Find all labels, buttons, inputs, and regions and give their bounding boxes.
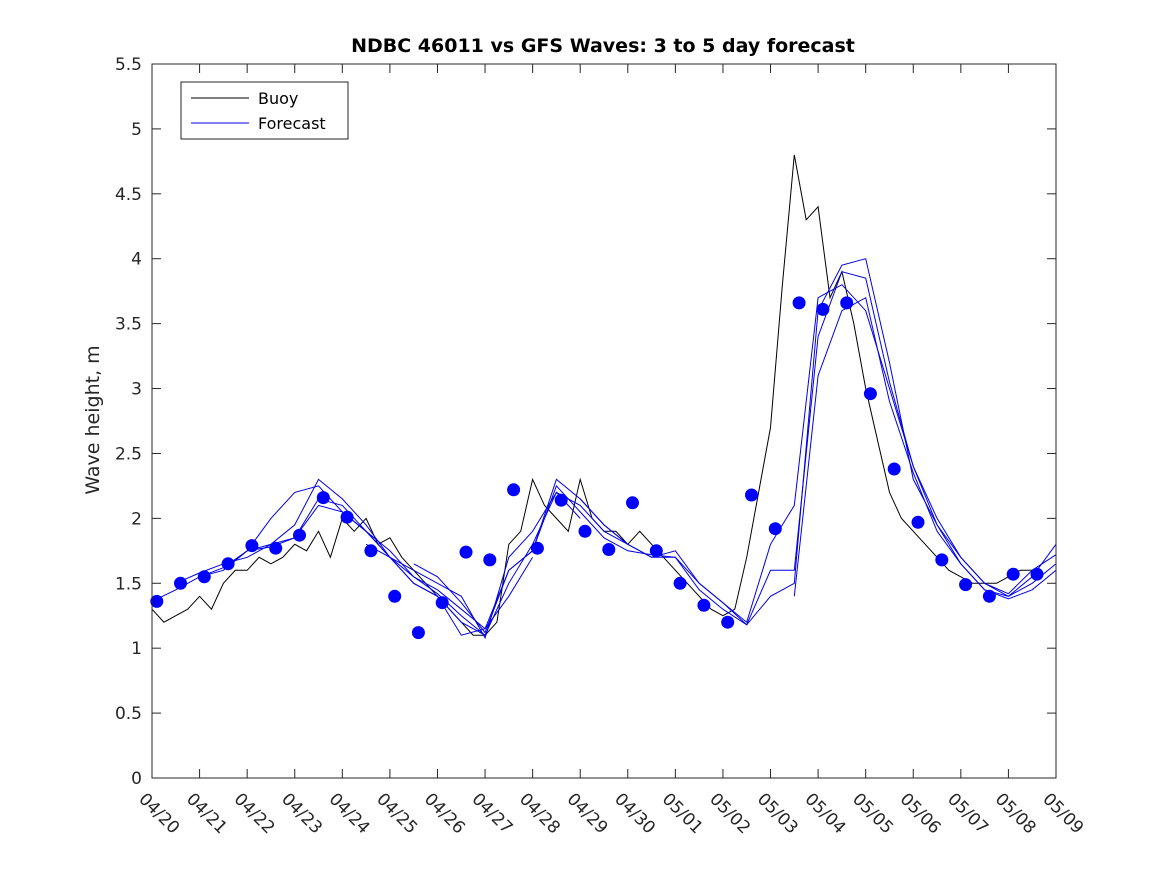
forecast-marker (649, 544, 663, 558)
y-tick-label: 0.5 (115, 704, 142, 724)
forecast-marker (554, 493, 568, 507)
x-tick-label: 04/27 (468, 789, 517, 838)
forecast-marker (221, 557, 235, 571)
forecast-marker (840, 296, 854, 310)
forecast-marker (316, 491, 330, 505)
forecast-marker (364, 544, 378, 558)
x-tick-label: 04/28 (515, 789, 564, 838)
forecast-marker (626, 496, 639, 510)
legend: Buoy Forecast (180, 81, 349, 140)
x-tick-label: 04/23 (277, 789, 326, 838)
y-tick-label: 4 (131, 250, 142, 270)
forecast-markers (150, 296, 1044, 640)
x-tick-label: 04/26 (420, 789, 469, 838)
forecast-marker (982, 589, 996, 603)
forecast-marker (792, 296, 806, 310)
forecast-marker (174, 576, 187, 590)
x-tick-label: 04/21 (182, 789, 231, 838)
forecast-line-5 (413, 271, 1057, 634)
y-tick-label: 3 (131, 380, 142, 400)
y-tick-label: 5 (131, 120, 142, 140)
y-tick-label: 1.5 (115, 574, 142, 594)
forecast-marker (269, 541, 283, 555)
forecast-marker (768, 522, 782, 536)
forecast-marker (197, 570, 211, 584)
forecast-marker (530, 541, 544, 555)
forecast-marker (459, 545, 473, 559)
x-tick-label: 05/08 (991, 789, 1040, 838)
plot-frame (151, 63, 1057, 779)
x-tick-label: 05/04 (801, 789, 850, 838)
forecast-marker (435, 596, 449, 610)
forecast-marker (935, 553, 949, 567)
forecast-marker (911, 515, 925, 529)
forecast-line-7 (793, 296, 1057, 600)
forecast-marker (1030, 567, 1044, 581)
x-tick-label: 05/01 (658, 789, 707, 838)
forecast-marker (1006, 567, 1020, 581)
x-tick-label: 05/02 (705, 789, 754, 838)
x-tick-label: 04/20 (134, 789, 183, 838)
forecast-marker (602, 543, 616, 556)
forecast-marker (721, 615, 735, 629)
forecast-marker (483, 553, 497, 567)
forecast-marker (673, 576, 687, 590)
y-tick-label: 3.5 (115, 315, 142, 335)
forecast-line-2 (199, 491, 581, 636)
x-tick-label: 05/05 (848, 789, 897, 838)
y-tick-label: 0 (131, 769, 142, 789)
forecast-marker (887, 462, 901, 476)
plot-area (152, 64, 1056, 778)
forecast-marker (745, 488, 758, 502)
x-tick-label: 04/22 (230, 789, 279, 838)
y-tick-label: 2.5 (115, 444, 142, 464)
x-tick-label: 04/24 (325, 789, 374, 838)
x-tick-label: 05/09 (1038, 789, 1087, 838)
legend-buoy-label: Buoy (258, 89, 298, 108)
forecast-marker (863, 387, 877, 401)
legend-forecast-label: Forecast (258, 114, 326, 133)
forecast-marker (959, 578, 973, 592)
forecast-marker (388, 589, 402, 603)
legend-box (180, 81, 349, 140)
forecast-marker (411, 626, 425, 640)
y-tick-label: 5.5 (115, 55, 142, 75)
x-tick-label: 05/07 (943, 789, 992, 838)
y-axis-label: Wave height, m (82, 345, 104, 494)
x-tick-label: 05/03 (753, 789, 802, 838)
forecast-marker (245, 539, 259, 553)
forecast-marker (697, 598, 711, 612)
y-tick-label: 2 (131, 509, 142, 529)
chart-title: NDBC 46011 vs GFS Waves: 3 to 5 day fore… (351, 35, 855, 57)
forecast-marker (340, 510, 354, 524)
x-tick-label: 04/29 (563, 789, 612, 838)
forecast-marker (150, 594, 164, 608)
x-tick-label: 04/25 (372, 789, 421, 838)
y-tick-label: 1 (131, 639, 142, 659)
forecast-marker (578, 524, 592, 538)
x-tick-label: 05/06 (896, 789, 945, 838)
forecast-line-3 (223, 478, 629, 636)
forecast-marker (816, 302, 830, 316)
x-tick-label: 04/30 (610, 789, 659, 838)
forecast-marker (507, 483, 521, 497)
forecast-marker (293, 528, 306, 542)
y-tick-label: 4.5 (115, 185, 142, 205)
